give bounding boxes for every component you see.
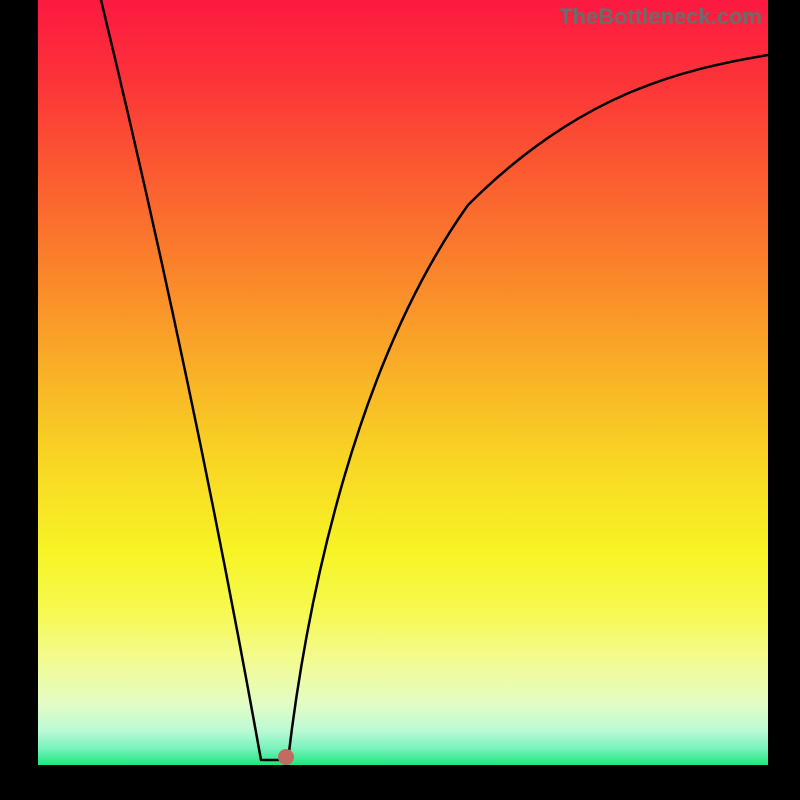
chart-container: TheBottleneck.com <box>0 0 800 800</box>
plot-area <box>38 0 768 765</box>
watermark-text: TheBottleneck.com <box>559 4 762 30</box>
gradient-background <box>38 0 768 765</box>
